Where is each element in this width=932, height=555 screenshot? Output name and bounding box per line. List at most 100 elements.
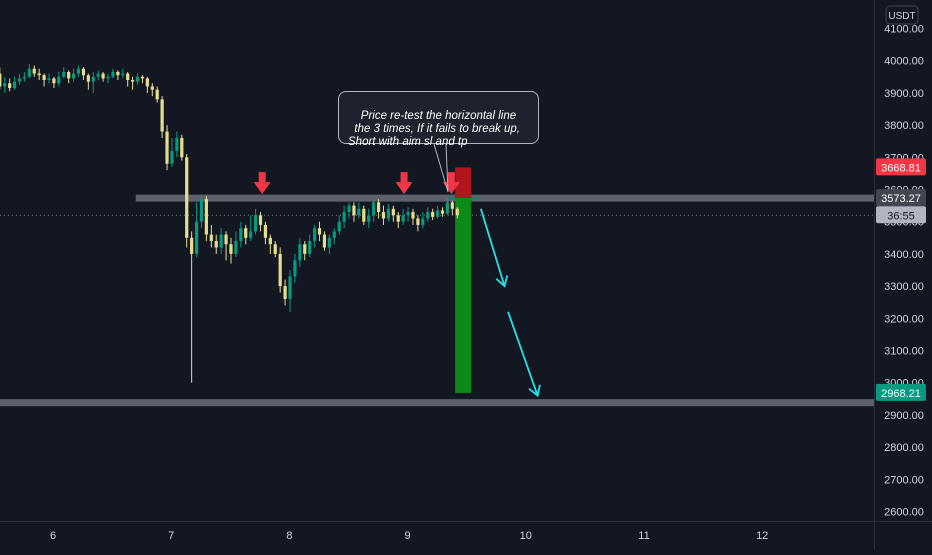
candle[interactable] xyxy=(81,67,86,81)
down-arrow-icon[interactable] xyxy=(253,172,271,195)
candle[interactable] xyxy=(317,221,322,242)
candle[interactable] xyxy=(445,197,450,216)
candle[interactable] xyxy=(347,202,351,219)
candle[interactable] xyxy=(337,215,341,235)
candle[interactable] xyxy=(421,212,425,229)
candle[interactable] xyxy=(160,96,164,138)
candle[interactable] xyxy=(313,224,317,248)
candle[interactable] xyxy=(219,228,223,254)
candle[interactable] xyxy=(199,194,204,229)
candle[interactable] xyxy=(3,76,7,93)
candle[interactable] xyxy=(431,208,435,221)
candle[interactable] xyxy=(209,224,213,248)
candle[interactable] xyxy=(121,68,125,79)
candle[interactable] xyxy=(455,207,459,219)
candle[interactable] xyxy=(150,83,154,97)
candle[interactable] xyxy=(435,205,440,219)
candle[interactable] xyxy=(145,76,149,93)
take-profit-zone[interactable] xyxy=(455,198,472,393)
candle[interactable] xyxy=(0,67,2,90)
candle[interactable] xyxy=(332,228,336,245)
candle[interactable] xyxy=(381,205,386,225)
candle[interactable] xyxy=(12,76,17,90)
candle[interactable] xyxy=(106,73,110,84)
candle[interactable] xyxy=(273,241,277,258)
candle[interactable] xyxy=(140,75,145,84)
candle[interactable] xyxy=(214,234,218,254)
price-badge[interactable]: 3573.27 xyxy=(876,189,926,207)
candle[interactable] xyxy=(91,71,95,93)
candle[interactable] xyxy=(283,279,287,306)
stop-loss-zone[interactable] xyxy=(455,167,472,199)
candle[interactable] xyxy=(268,234,272,254)
candle[interactable] xyxy=(47,73,51,84)
candle[interactable] xyxy=(239,221,243,248)
candle[interactable] xyxy=(372,197,376,222)
candle[interactable] xyxy=(57,71,61,87)
candle[interactable] xyxy=(416,215,420,232)
candle[interactable] xyxy=(42,73,46,87)
down-arrow-icon[interactable] xyxy=(442,172,460,195)
candle[interactable] xyxy=(357,202,361,219)
candle[interactable] xyxy=(76,65,81,77)
candle[interactable] xyxy=(391,205,395,222)
candle[interactable] xyxy=(308,234,312,258)
candle[interactable] xyxy=(376,199,381,219)
candle[interactable] xyxy=(362,205,366,225)
candle[interactable] xyxy=(401,208,405,225)
candle[interactable] xyxy=(253,208,258,235)
candle[interactable] xyxy=(367,208,371,229)
candle[interactable] xyxy=(86,73,90,90)
candle[interactable] xyxy=(229,237,233,264)
candle[interactable] xyxy=(288,270,292,312)
price-badge[interactable]: 2968.21 xyxy=(876,383,926,401)
candle[interactable] xyxy=(8,78,12,92)
candle[interactable] xyxy=(17,73,22,85)
candle[interactable] xyxy=(131,76,135,90)
candle[interactable] xyxy=(234,231,238,258)
candle[interactable] xyxy=(327,234,331,254)
candle[interactable] xyxy=(62,67,66,79)
candle[interactable] xyxy=(406,207,410,222)
candle[interactable] xyxy=(322,231,327,251)
candle[interactable] xyxy=(71,68,76,82)
candle[interactable] xyxy=(32,65,36,77)
candle[interactable] xyxy=(204,195,208,242)
candle[interactable] xyxy=(175,131,179,158)
candle[interactable] xyxy=(170,137,174,167)
candle[interactable] xyxy=(352,202,356,222)
candle[interactable] xyxy=(450,200,454,216)
candle[interactable] xyxy=(111,68,115,79)
candle[interactable] xyxy=(155,86,159,103)
horizontal-level[interactable] xyxy=(135,194,875,202)
candle[interactable] xyxy=(126,71,130,87)
candle[interactable] xyxy=(67,70,71,84)
candle[interactable] xyxy=(440,207,445,217)
candle[interactable] xyxy=(386,203,390,222)
price-badge[interactable]: 36:55 xyxy=(876,206,926,224)
candle[interactable] xyxy=(180,134,184,161)
candle[interactable] xyxy=(426,207,430,222)
candle[interactable] xyxy=(258,212,263,232)
candle[interactable] xyxy=(194,202,199,258)
candle[interactable] xyxy=(411,208,415,225)
candle[interactable] xyxy=(101,71,105,82)
candle[interactable] xyxy=(263,221,268,245)
candle[interactable] xyxy=(27,63,31,79)
candle[interactable] xyxy=(278,247,282,293)
horizontal-level[interactable] xyxy=(0,399,874,407)
candle[interactable] xyxy=(190,231,194,383)
candle[interactable] xyxy=(135,73,140,85)
candle[interactable] xyxy=(116,70,120,81)
candle[interactable] xyxy=(303,241,307,261)
candle[interactable] xyxy=(185,154,189,248)
candle[interactable] xyxy=(96,70,100,81)
candle[interactable] xyxy=(298,237,302,267)
candle[interactable] xyxy=(249,215,253,242)
projection-arrow[interactable] xyxy=(507,311,541,398)
price-badge[interactable]: 3668.81 xyxy=(876,158,926,176)
candle[interactable] xyxy=(37,68,41,81)
candle[interactable] xyxy=(396,212,400,229)
projection-arrow[interactable] xyxy=(480,208,509,288)
